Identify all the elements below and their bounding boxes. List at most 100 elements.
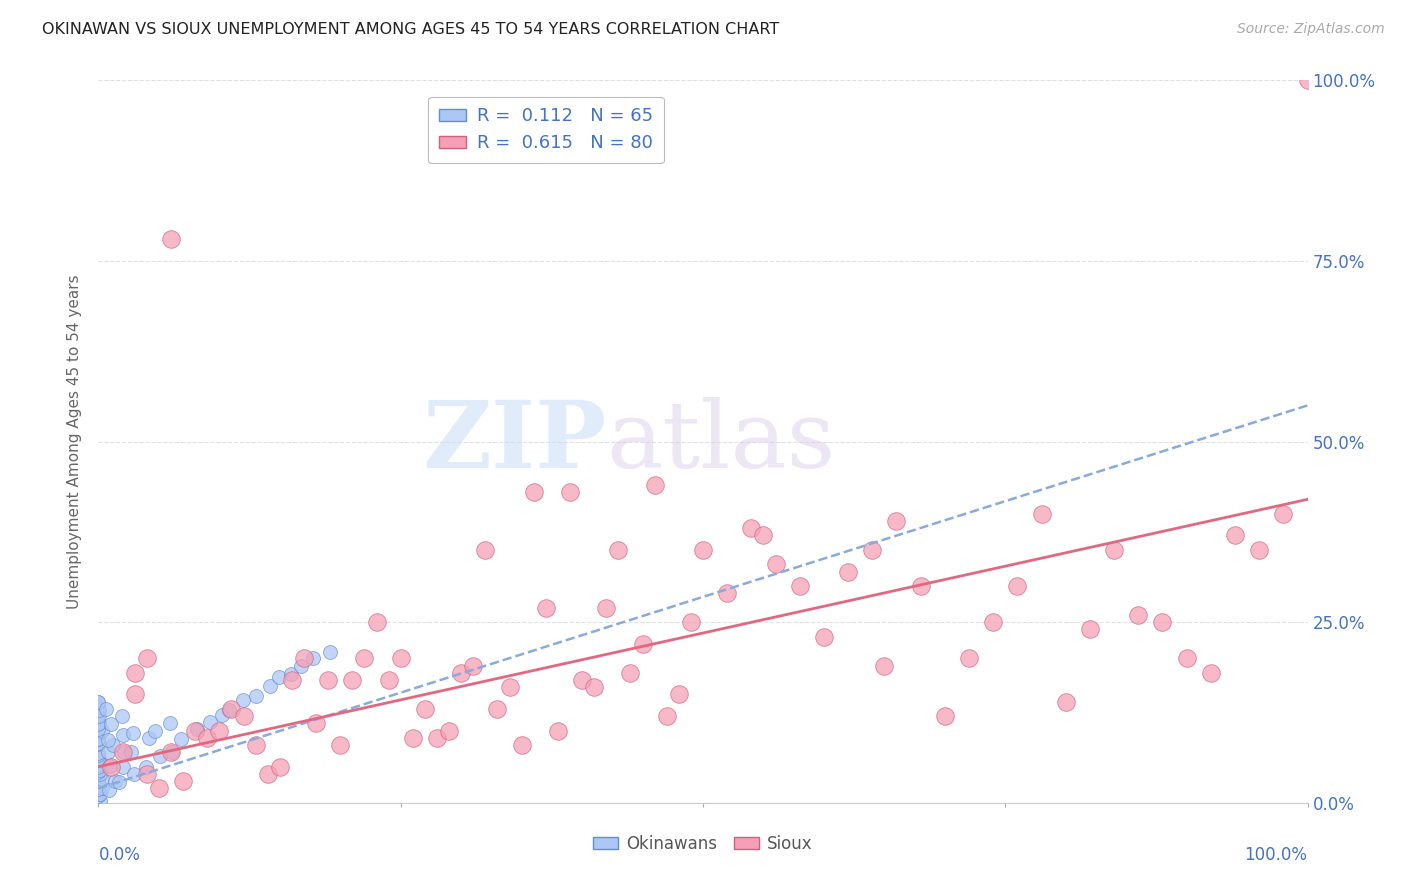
Point <box>498 680 520 694</box>
Point <box>934 709 956 723</box>
Point <box>655 709 678 723</box>
Point <box>534 600 557 615</box>
Point <box>87 752 110 766</box>
Point <box>302 651 325 665</box>
Point <box>87 759 110 773</box>
Point <box>389 651 412 665</box>
Point <box>87 789 110 803</box>
Point <box>221 702 243 716</box>
Point <box>619 665 641 680</box>
Point <box>87 753 110 767</box>
Point <box>122 766 145 780</box>
Point <box>91 724 114 739</box>
Point <box>89 736 111 750</box>
Point <box>87 746 110 760</box>
Point <box>160 745 183 759</box>
Point <box>89 767 111 781</box>
Point <box>644 478 666 492</box>
Point <box>89 764 111 778</box>
Point <box>486 702 509 716</box>
Point <box>860 542 883 557</box>
Point <box>402 731 425 745</box>
Point <box>1007 579 1029 593</box>
Y-axis label: Unemployment Among Ages 45 to 54 years: Unemployment Among Ages 45 to 54 years <box>67 274 83 609</box>
Text: Source: ZipAtlas.com: Source: ZipAtlas.com <box>1237 22 1385 37</box>
Point <box>463 658 485 673</box>
Text: atlas: atlas <box>606 397 835 486</box>
Point <box>160 745 183 759</box>
Point <box>1078 623 1101 637</box>
Point <box>89 703 111 717</box>
Point <box>668 687 690 701</box>
Point <box>104 773 127 788</box>
Point <box>198 715 221 730</box>
Point <box>135 651 157 665</box>
Point <box>269 760 291 774</box>
Point <box>108 775 131 789</box>
Legend: Okinawans, Sioux: Okinawans, Sioux <box>586 828 820 860</box>
Point <box>120 745 142 759</box>
Point <box>159 716 181 731</box>
Text: 0.0%: 0.0% <box>98 847 141 864</box>
Point <box>87 715 110 730</box>
Point <box>510 738 533 752</box>
Point <box>886 514 908 528</box>
Point <box>281 673 304 687</box>
Point <box>437 723 460 738</box>
Point <box>910 579 932 593</box>
Point <box>523 485 546 500</box>
Point <box>124 665 146 680</box>
Point <box>87 782 110 797</box>
Point <box>813 630 835 644</box>
Point <box>1296 73 1319 87</box>
Point <box>1175 651 1198 665</box>
Point <box>89 787 111 801</box>
Point <box>100 760 122 774</box>
Point <box>89 794 111 808</box>
Point <box>87 717 110 731</box>
Point <box>740 521 762 535</box>
Point <box>1152 615 1174 630</box>
Point <box>752 528 775 542</box>
Point <box>765 558 787 572</box>
Text: OKINAWAN VS SIOUX UNEMPLOYMENT AMONG AGES 45 TO 54 YEARS CORRELATION CHART: OKINAWAN VS SIOUX UNEMPLOYMENT AMONG AGE… <box>42 22 779 37</box>
Point <box>87 695 110 709</box>
Point <box>366 615 388 630</box>
Point <box>172 774 194 789</box>
Point <box>716 586 738 600</box>
Point <box>87 773 110 788</box>
Point <box>184 723 207 738</box>
Point <box>873 658 896 673</box>
Point <box>160 232 183 246</box>
Point <box>135 760 157 774</box>
Point <box>101 739 124 753</box>
Point <box>98 783 121 797</box>
Point <box>692 542 714 557</box>
Point <box>111 728 134 742</box>
Point <box>259 679 281 693</box>
Text: ZIP: ZIP <box>422 397 606 486</box>
Text: 100.0%: 100.0% <box>1244 847 1308 864</box>
Point <box>290 659 312 673</box>
Point <box>1223 528 1246 542</box>
Point <box>111 745 134 759</box>
Point <box>450 665 472 680</box>
Point <box>377 673 399 687</box>
Point <box>87 738 110 752</box>
Point <box>1249 542 1271 557</box>
Point <box>112 760 135 774</box>
Point <box>547 723 569 738</box>
Point <box>122 726 145 740</box>
Point <box>138 731 160 745</box>
Point <box>97 732 120 747</box>
Point <box>94 702 117 716</box>
Point <box>149 748 172 763</box>
Point <box>1199 665 1222 680</box>
Point <box>789 579 811 593</box>
Point <box>87 748 110 763</box>
Point <box>981 615 1004 630</box>
Point <box>607 542 630 557</box>
Point <box>124 687 146 701</box>
Point <box>1102 542 1125 557</box>
Point <box>245 690 267 704</box>
